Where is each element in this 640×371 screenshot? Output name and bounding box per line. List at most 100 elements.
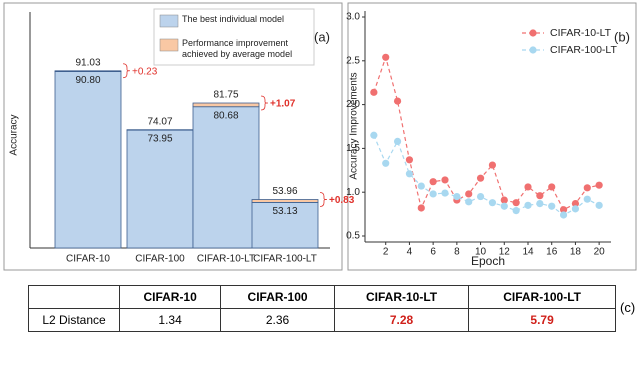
marker <box>370 131 378 139</box>
x-tick-label: CIFAR-10-LT <box>197 254 255 265</box>
marker <box>476 174 485 182</box>
total-label: 74.07 <box>147 116 172 127</box>
brace <box>319 192 328 207</box>
legend-entry: Performance improvement achieved by aver… <box>182 38 293 59</box>
marker <box>536 199 544 208</box>
marker <box>393 97 402 105</box>
panel-label: (c) <box>620 300 636 315</box>
marker <box>405 156 414 164</box>
column-header: CIFAR-100 <box>220 285 335 309</box>
value-label: 53.13 <box>272 206 297 217</box>
bar-segment <box>251 202 319 249</box>
column-header: CIFAR-10 <box>118 285 222 309</box>
improvement-label: +0.23 <box>132 66 158 77</box>
cell: 7.28 <box>333 308 470 332</box>
marker <box>583 195 591 203</box>
table: CIFAR-10 CIFAR-100 CIFAR-10-LT CIFAR-100-LT… <box>28 285 616 332</box>
bar-segment <box>54 70 122 72</box>
y-axis-label: Accuracy <box>9 114 20 155</box>
legend-swatch <box>159 14 179 28</box>
x-tick-label: 10 <box>475 247 487 258</box>
marker <box>595 181 603 189</box>
cell: 1.34 <box>118 308 222 332</box>
brace <box>260 95 269 111</box>
marker <box>441 189 449 197</box>
marker <box>429 178 437 186</box>
y-tick-label: 2.0 <box>346 99 360 110</box>
legend-swatch <box>159 38 179 52</box>
total-label: 91.03 <box>75 57 100 68</box>
legend-marker <box>529 46 537 54</box>
marker <box>453 192 461 201</box>
panel-label: (a) <box>314 29 330 44</box>
x-tick-label: 8 <box>454 247 460 258</box>
value-label: 80.68 <box>213 110 238 121</box>
y-tick-label: 1.0 <box>346 187 360 198</box>
legend-label: The best individual model <box>182 14 285 24</box>
value-label: 90.80 <box>75 75 100 86</box>
cell: 2.36 <box>220 308 335 332</box>
marker <box>548 183 556 191</box>
cell: 5.79 <box>468 308 616 332</box>
x-tick-label: 6 <box>430 247 436 258</box>
marker <box>465 190 473 198</box>
panel-a-frame <box>3 2 343 271</box>
y-tick-label: 1.5 <box>346 143 360 154</box>
legend-label: Performance improvement achieved by aver… <box>182 38 293 59</box>
y-tick-label: 2.5 <box>346 55 360 66</box>
column-header: CIFAR-100-LT <box>468 285 616 309</box>
marker <box>441 176 449 184</box>
marker <box>536 192 544 200</box>
marker <box>488 199 497 207</box>
marker <box>370 88 378 96</box>
x-tick-label: CIFAR-10 <box>66 254 110 265</box>
improvement-label: +1.07 <box>270 99 296 110</box>
marker <box>417 204 425 212</box>
x-tick-label: 12 <box>499 247 511 258</box>
marker <box>571 205 580 213</box>
marker <box>417 182 425 190</box>
column-header: CIFAR-10-LT <box>333 285 470 309</box>
corner-cell <box>28 285 120 309</box>
legend-entry: The best individual model <box>182 14 285 24</box>
y-tick-label: 0.5 <box>346 231 360 242</box>
marker <box>524 201 532 209</box>
marker <box>571 199 580 208</box>
total-label: 53.96 <box>272 186 297 197</box>
marker <box>559 206 568 214</box>
x-tick-label: 14 <box>522 247 534 258</box>
marker <box>405 170 414 178</box>
x-tick-label: 18 <box>570 247 582 258</box>
marker <box>524 183 532 191</box>
legend-marker <box>529 29 537 37</box>
total-label: 81.75 <box>213 90 238 101</box>
marker <box>382 159 390 167</box>
legend-box <box>153 8 315 66</box>
line <box>373 55 600 211</box>
y-tick-label: 3.0 <box>346 12 360 23</box>
marker <box>512 199 520 207</box>
marker <box>595 201 603 209</box>
marker <box>512 206 520 215</box>
bar-segment <box>192 102 260 108</box>
marker <box>548 202 556 210</box>
marker <box>488 161 497 169</box>
marker <box>583 184 591 192</box>
x-tick-label: CIFAR-100 <box>135 254 185 265</box>
marker <box>382 53 390 61</box>
marker <box>465 198 473 206</box>
marker <box>393 137 402 145</box>
table-row: L2 Distance 1.34 2.36 7.28 5.79 <box>28 308 616 332</box>
marker <box>500 202 508 210</box>
marker <box>476 192 485 201</box>
x-tick-label: CIFAR-100-LT <box>253 254 317 265</box>
marker <box>429 190 437 198</box>
row-label: L2 Distance <box>28 308 120 332</box>
x-tick-label: 16 <box>546 247 558 258</box>
x-tick-label: 2 <box>383 247 389 258</box>
marker <box>559 211 568 219</box>
value-label: 73.95 <box>147 134 172 145</box>
marker <box>500 196 508 204</box>
